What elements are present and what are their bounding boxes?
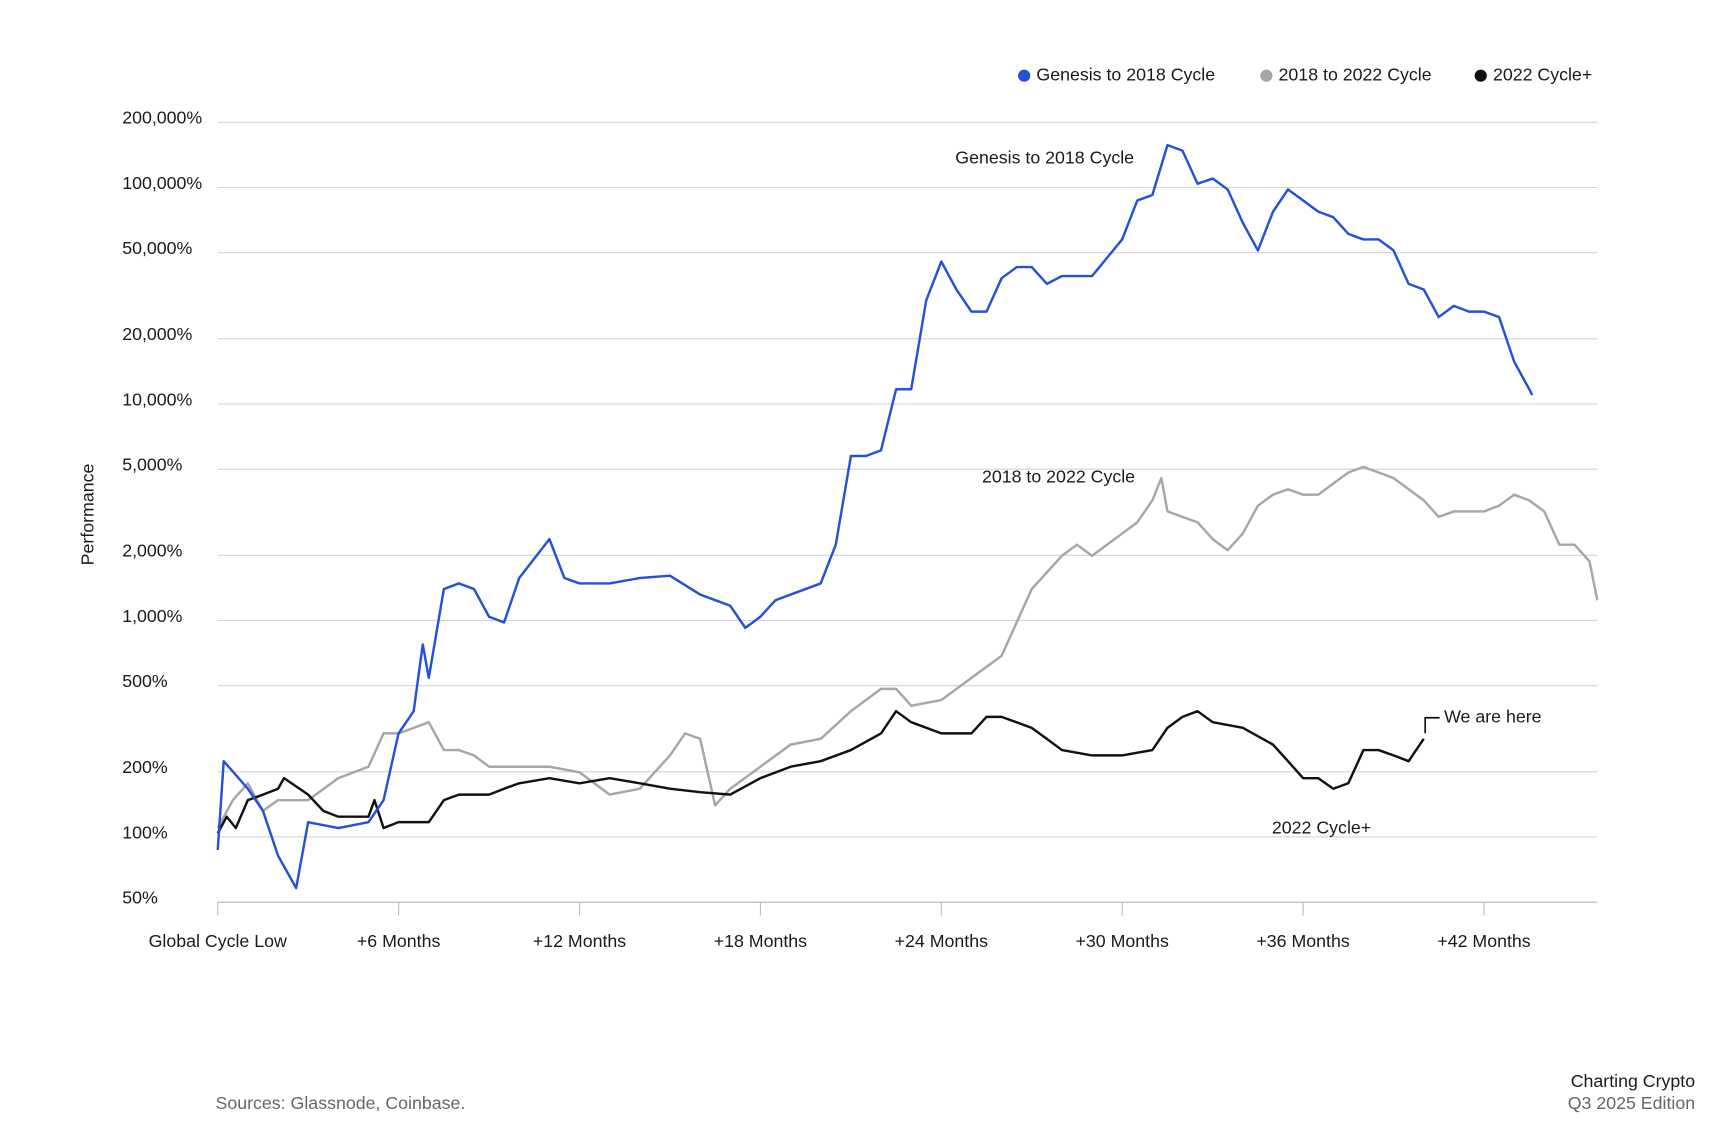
- y-tick-label: 500%: [122, 671, 168, 691]
- legend-marker: [1474, 69, 1487, 82]
- y-axis-label: Performance: [78, 463, 98, 565]
- legend-label: 2022 Cycle+: [1493, 64, 1592, 84]
- x-tick-label: Global Cycle Low: [149, 931, 287, 951]
- x-tick-label: +42 Months: [1437, 931, 1530, 951]
- annotation-bracket: [1424, 716, 1440, 734]
- y-tick-label: 100%: [122, 822, 168, 842]
- series-line: [216, 465, 1599, 829]
- annotation: 2018 to 2022 Cycle: [982, 466, 1135, 486]
- series-line: [216, 709, 1425, 834]
- annotation: 2022 Cycle+: [1272, 818, 1371, 838]
- y-tick-label: 1,000%: [122, 606, 182, 626]
- legend-marker: [1260, 69, 1273, 82]
- annotation: Genesis to 2018 Cycle: [955, 148, 1134, 168]
- y-tick-label: 5,000%: [122, 455, 182, 475]
- legend-label: 2018 to 2022 Cycle: [1279, 64, 1432, 84]
- y-tick-label: 200,000%: [122, 108, 202, 128]
- y-tick-label: 20,000%: [122, 324, 192, 344]
- y-tick-label: 50%: [122, 887, 158, 907]
- x-tick-label: +18 Months: [714, 931, 807, 951]
- y-tick-label: 50,000%: [122, 238, 192, 258]
- y-tick-label: 2,000%: [122, 541, 182, 561]
- source: Sources: Glassnode, Coinbase.: [216, 1093, 466, 1113]
- y-tick-label: 100,000%: [122, 173, 202, 193]
- legend-label: Genesis to 2018 Cycle: [1036, 64, 1215, 84]
- x-tick-label: +12 Months: [533, 931, 626, 951]
- brand: Charting Crypto: [1571, 1071, 1696, 1091]
- edition: Q3 2025 Edition: [1568, 1093, 1695, 1113]
- y-tick-label: 10,000%: [122, 389, 192, 409]
- series-line: [216, 143, 1534, 890]
- y-tick-label: 200%: [122, 757, 168, 777]
- annotation: We are here: [1444, 706, 1542, 726]
- x-tick-label: +6 Months: [357, 931, 441, 951]
- x-tick-label: +30 Months: [1076, 931, 1169, 951]
- legend-marker: [1018, 69, 1031, 82]
- x-tick-label: +24 Months: [895, 931, 988, 951]
- x-tick-label: +36 Months: [1256, 931, 1349, 951]
